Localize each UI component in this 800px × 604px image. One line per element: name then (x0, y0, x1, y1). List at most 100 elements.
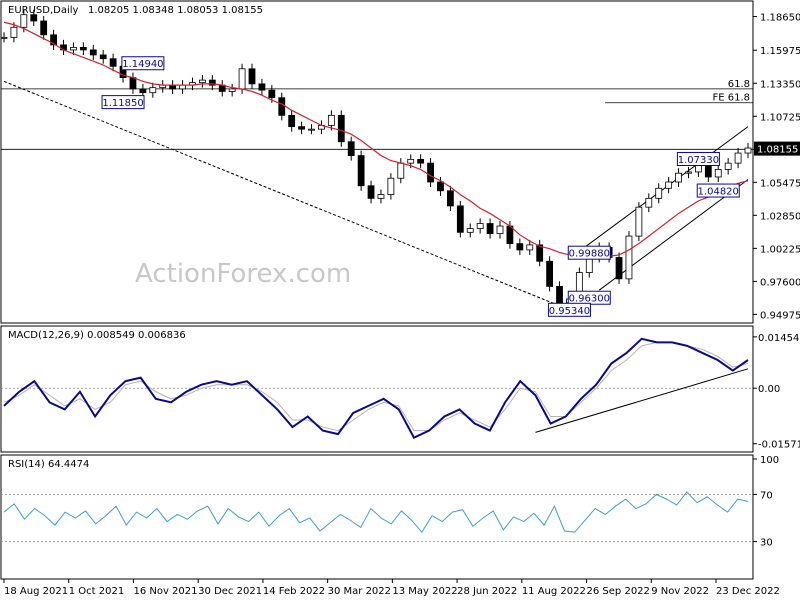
annotation-box (121, 56, 165, 71)
price-axis-label: 1.15975 (760, 46, 800, 57)
rsi-title: RSI(14) 64.4474 (8, 459, 89, 470)
candle-body (268, 89, 276, 99)
price-axis-label: 0.97600 (760, 277, 800, 288)
annotation-box (567, 245, 611, 260)
candle-body (337, 114, 345, 143)
price-axis-label: 1.18650 (760, 13, 800, 24)
candle-body (704, 165, 712, 178)
candle-body (89, 49, 97, 56)
rsi-axis-label: 30 (760, 538, 773, 549)
date-axis-label: 11 Aug 2022 (522, 586, 586, 597)
candle-body (744, 147, 752, 154)
macd-axis-label: -0.015712 (758, 440, 800, 451)
candle-body (397, 162, 405, 179)
price-axis-label: 1.00225 (760, 244, 800, 255)
annotation-label: 1.07330 (678, 155, 719, 166)
candle-body (466, 228, 474, 233)
annotation-box (676, 151, 720, 166)
candle-body (258, 83, 266, 91)
candle-body (99, 54, 107, 60)
candle-body (298, 126, 306, 130)
candle-body (0, 36, 8, 39)
candle-body (456, 205, 464, 233)
candle-body (79, 46, 87, 51)
candle-body (655, 187, 663, 199)
level-label: FE 61.8 (712, 93, 750, 104)
candle-body (248, 68, 256, 85)
candle-body (387, 177, 395, 195)
rsi-line (3, 491, 749, 534)
price-series-layer: 61.8 FE 61.8 1.14940 1.11850 1.07330 1.04820 0… (0, 9, 753, 317)
level-label: 61.8 (728, 79, 750, 90)
candle-body (129, 77, 137, 90)
candle-body (30, 14, 38, 22)
candle-body (70, 46, 77, 51)
annotation-label: 1.11850 (102, 98, 143, 109)
candle-body (228, 88, 236, 92)
annotation-label: 0.99880 (569, 249, 610, 260)
candle-body (407, 158, 415, 164)
candle-body (327, 114, 335, 126)
price-axis-label: 1.05475 (760, 178, 800, 189)
rsi-axis-label: 100 (760, 455, 779, 466)
macd-pane-frame (0, 325, 754, 453)
candle-body (377, 194, 385, 199)
date-axis-label: 14 Feb 2022 (263, 586, 325, 597)
candle-body (714, 169, 722, 178)
price-pane-frame (0, 0, 754, 324)
candle-body (695, 165, 702, 173)
candle-body (665, 181, 673, 189)
date-axis-label: 23 Dec 2022 (716, 586, 780, 597)
candle-body (724, 162, 732, 170)
candle-body (496, 225, 504, 234)
macd-signal-line (3, 341, 749, 432)
candle-body (417, 158, 425, 164)
annotation-label: 0.96300 (569, 294, 610, 305)
candle-body (645, 197, 653, 208)
annotation-box (547, 302, 591, 317)
date-axis-label: 30 Mar 2022 (328, 586, 391, 597)
candle-body (516, 243, 524, 251)
annotation-label: 1.14940 (122, 59, 163, 70)
axis-layer: 1.186501.159751.133501.107251.081001.054… (3, 13, 800, 597)
candle-body (208, 79, 216, 86)
moving-average-line (3, 21, 749, 259)
candle-body (437, 181, 444, 192)
candle-body (476, 223, 484, 229)
trendline (3, 80, 570, 311)
date-axis-label: 9 Nov 2022 (651, 586, 709, 597)
macd-axis-label: 0.014549 (758, 333, 800, 344)
candle-body (50, 34, 57, 46)
annotation-label: 1.04820 (698, 187, 739, 198)
annotation-label: 0.95340 (549, 306, 590, 317)
candle-body (536, 244, 544, 262)
macd-trendline (535, 368, 749, 433)
candle-body (288, 114, 296, 128)
ohlc-header: 1.08205 1.08348 1.08053 1.08155 (88, 5, 263, 16)
date-axis-label: 26 Sep 2022 (587, 586, 650, 597)
candle-body (238, 68, 246, 90)
price-axis-label: 1.10725 (760, 112, 800, 123)
date-axis-label: 13 May 2022 (392, 586, 457, 597)
candle-body (635, 206, 643, 237)
last-price-box (754, 141, 800, 156)
date-axis-label: 28 Jun 2022 (457, 586, 517, 597)
symbol-header: EURUSD,Daily (8, 5, 79, 16)
candle-body (546, 260, 553, 287)
candle-body (625, 235, 633, 280)
macd-line (3, 337, 749, 439)
candle-body (149, 87, 157, 94)
candle-body (357, 155, 365, 187)
candle-body (347, 141, 355, 156)
candle-body (734, 152, 742, 164)
price-axis-label: 1.13350 (760, 79, 800, 90)
candle-body (675, 172, 682, 183)
candle-body (198, 79, 206, 84)
candle-body (615, 257, 623, 280)
candle-body (109, 58, 117, 67)
candle-body (486, 223, 494, 234)
date-axis-label: 16 Nov 2021 (133, 586, 197, 597)
price-axis-label: 0.94975 (760, 310, 800, 321)
